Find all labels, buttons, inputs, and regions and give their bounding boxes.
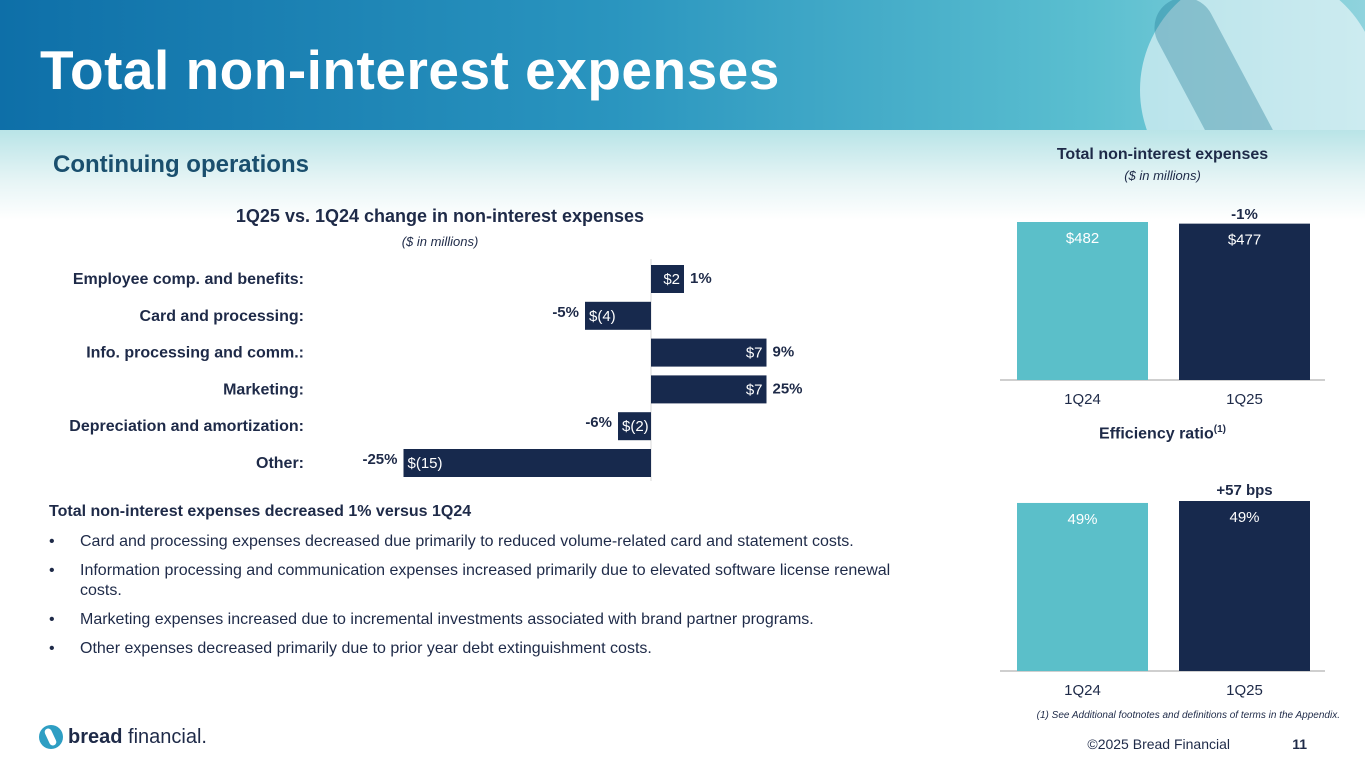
- efficiency-title-text: Efficiency ratio: [1099, 425, 1214, 443]
- list-item: • Card and processing expenses decreased …: [49, 532, 929, 552]
- bar-value-label: $(2): [622, 418, 649, 435]
- bullet-icon: •: [49, 562, 55, 579]
- bar-value-label: $2: [663, 271, 680, 288]
- bar-value-label: $(15): [408, 455, 443, 472]
- category-label: Card and processing:: [140, 308, 304, 325]
- brand-name-bold: bread: [68, 725, 123, 748]
- page-title: Total non-interest expenses: [40, 39, 780, 101]
- summary-block: Total non-interest expenses decreased 1%…: [49, 503, 929, 668]
- bar-value-label: $477: [1228, 232, 1261, 249]
- bullet-text: Information processing and communication…: [80, 562, 891, 599]
- header-banner: Total non-interest expenses: [0, 0, 1365, 130]
- page-number: 11: [1292, 736, 1307, 752]
- bar: [1017, 502, 1148, 671]
- pct-change-label: -25%: [362, 451, 397, 468]
- bar: [1179, 501, 1310, 671]
- efficiency-chart-title: Efficiency ratio(1): [1000, 424, 1325, 443]
- brand-logo: bread financial.: [39, 722, 207, 752]
- section-title: Continuing operations: [53, 151, 309, 178]
- bar: [651, 265, 684, 293]
- total-chart-title: Total non-interest expenses: [1056, 146, 1269, 163]
- efficiency-ratio-chart: 49% 1Q24 49% 1Q25 +57 bps: [1000, 482, 1325, 699]
- change-label: +57 bps: [1216, 482, 1272, 499]
- total-expenses-chart: $482 1Q24 $477 1Q25 -1%: [1000, 206, 1325, 408]
- pct-change-label: 1%: [690, 270, 712, 287]
- category-label: Marketing:: [223, 381, 304, 398]
- list-item: • Other expenses decreased primarily due …: [49, 639, 929, 659]
- category-label: Info. processing and comm.:: [86, 345, 304, 362]
- copyright: ©2025 Bread Financial: [1087, 736, 1230, 752]
- bar: [1179, 223, 1310, 380]
- bullet-icon: •: [49, 533, 55, 550]
- bullet-icon: •: [49, 640, 55, 657]
- bullet-text: Card and processing expenses decreased d…: [80, 533, 854, 550]
- change-chart-title: 1Q25 vs. 1Q24 change in non-interest exp…: [235, 206, 645, 226]
- bar: [651, 338, 767, 367]
- change-chart-subtitle: ($ in millions): [401, 234, 479, 249]
- header-fade: [0, 130, 1365, 220]
- bar-value-label: 49%: [1229, 509, 1259, 526]
- x-tick-label: 1Q24: [1064, 391, 1101, 408]
- bar-value-label: 49%: [1067, 511, 1097, 528]
- bar: [1017, 222, 1148, 380]
- bar: [403, 449, 651, 477]
- category-label: Employee comp. and benefits:: [73, 271, 304, 288]
- x-tick-label: 1Q25: [1226, 391, 1263, 408]
- pct-change-label: -6%: [585, 414, 612, 431]
- bar: [618, 412, 651, 441]
- pct-change-label: -5%: [552, 304, 579, 321]
- total-chart-subtitle: ($ in millions): [1124, 168, 1201, 183]
- change-chart: Employee comp. and benefits: $2 1% Card and…: [69, 259, 803, 481]
- bar-value-label: $7: [746, 345, 763, 362]
- category-label: Other:: [256, 455, 304, 472]
- bar-value-label: $(4): [589, 308, 616, 325]
- summary-headline: Total non-interest expenses decreased 1%…: [49, 503, 472, 520]
- bar: [585, 301, 651, 330]
- bullet-text: Other expenses decreased primarily due t…: [80, 640, 652, 657]
- pct-change-label: 25%: [773, 380, 803, 397]
- bullet-text: Marketing expenses increased due to incr…: [80, 611, 814, 628]
- x-tick-label: 1Q24: [1064, 682, 1101, 699]
- brand-name: bread financial.: [68, 726, 207, 749]
- bar: [651, 375, 767, 404]
- pct-change-label: 9%: [773, 344, 795, 361]
- bar-value-label: $7: [746, 381, 763, 398]
- list-item: • Marketing expenses increased due to inc…: [49, 610, 929, 630]
- category-label: Depreciation and amortization:: [69, 418, 304, 435]
- change-label: -1%: [1231, 206, 1258, 223]
- bullet-icon: •: [49, 611, 55, 628]
- brand-name-rest: financial.: [122, 725, 207, 748]
- footnote: (1) See Additional footnotes and definit…: [1036, 710, 1340, 721]
- bar-value-label: $482: [1066, 230, 1099, 247]
- x-tick-label: 1Q25: [1226, 682, 1263, 699]
- efficiency-title-note: (1): [1213, 424, 1226, 435]
- summary-bullets: • Card and processing expenses decreased …: [49, 532, 929, 659]
- list-item: • Information processing and communicatio…: [49, 561, 929, 601]
- bread-logo-icon: [39, 725, 63, 749]
- brand-watermark-icon: [1140, 0, 1365, 130]
